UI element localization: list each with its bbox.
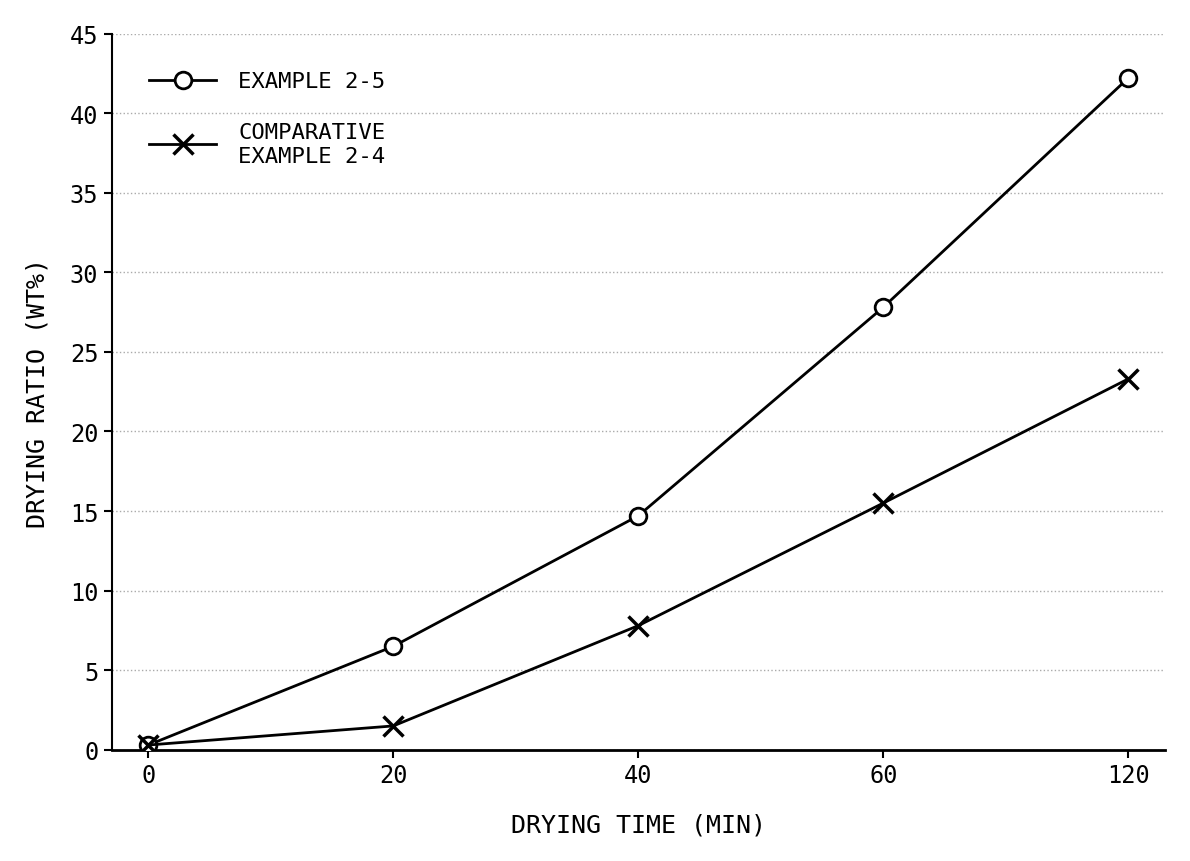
EXAMPLE 2-5: [631, 511, 645, 522]
Line: COMPARATIVE
EXAMPLE 2-4: COMPARATIVE EXAMPLE 2-4: [138, 369, 1138, 755]
Legend: EXAMPLE 2-5, COMPARATIVE
EXAMPLE 2-4: EXAMPLE 2-5, COMPARATIVE EXAMPLE 2-4: [123, 46, 412, 193]
COMPARATIVE
EXAMPLE 2-4: [386, 721, 400, 731]
EXAMPLE 2-5: [876, 303, 890, 313]
COMPARATIVE
EXAMPLE 2-4: [1121, 375, 1135, 385]
EXAMPLE 2-5: [386, 641, 400, 652]
COMPARATIVE
EXAMPLE 2-4: [631, 621, 645, 631]
COMPARATIVE
EXAMPLE 2-4: [876, 499, 890, 509]
COMPARATIVE
EXAMPLE 2-4: [142, 740, 156, 750]
EXAMPLE 2-5: [142, 740, 156, 750]
X-axis label: DRYING TIME (MIN): DRYING TIME (MIN): [511, 812, 765, 836]
EXAMPLE 2-5: [1121, 74, 1135, 84]
Line: EXAMPLE 2-5: EXAMPLE 2-5: [140, 71, 1136, 753]
Y-axis label: DRYING RATIO (WT%): DRYING RATIO (WT%): [25, 257, 49, 527]
